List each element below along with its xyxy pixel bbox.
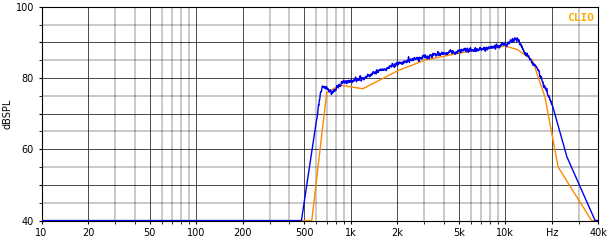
Text: CLIO: CLIO <box>567 13 594 23</box>
Y-axis label: dBSPL: dBSPL <box>3 99 13 129</box>
